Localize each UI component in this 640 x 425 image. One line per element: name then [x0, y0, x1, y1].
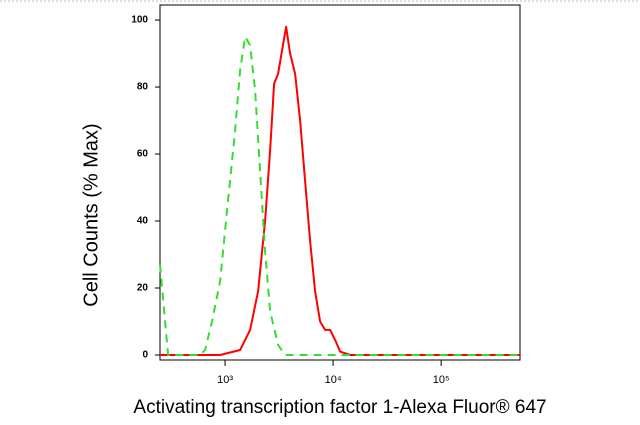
y-tick-label: 60	[137, 149, 149, 160]
x-tick-label: 10⁵	[433, 374, 450, 386]
x-axis-title: Activating transcription factor 1-Alexa …	[133, 397, 546, 418]
y-axis-title: Cell Counts (% Max)	[80, 123, 102, 306]
y-tick-label: 80	[137, 82, 149, 93]
y-tick-label: 20	[137, 283, 149, 294]
series-line	[160, 25, 520, 356]
y-tick-label: 0	[142, 350, 148, 361]
y-tick-label: 40	[137, 216, 149, 227]
plot-frame	[159, 4, 521, 361]
series-line	[159, 35, 520, 356]
x-tick-label: 10⁴	[325, 374, 342, 386]
y-tick-label: 100	[131, 15, 148, 26]
x-tick-label: 10³	[217, 374, 233, 386]
